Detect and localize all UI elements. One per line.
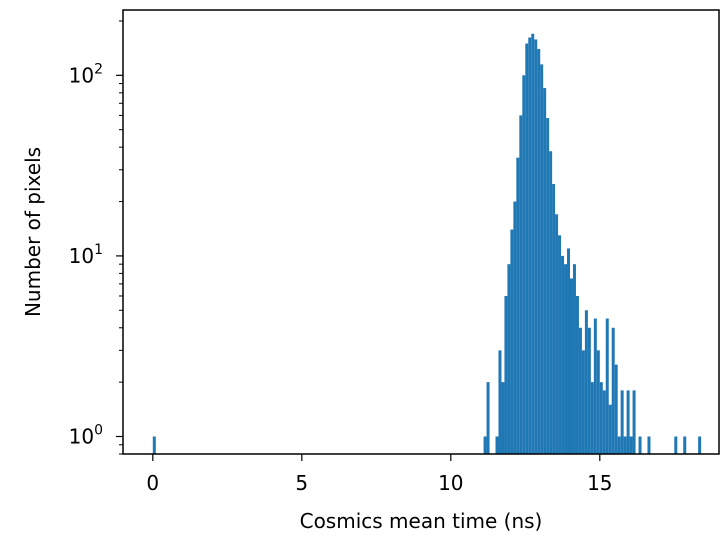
y-tick-label: 102 xyxy=(69,61,103,87)
y-axis-ticks: 100 101 102 xyxy=(69,20,123,455)
histogram-bar xyxy=(623,436,627,454)
x-tick-label: 10 xyxy=(438,471,463,495)
histogram-bar xyxy=(504,295,508,454)
histogram-bar xyxy=(555,214,559,454)
histogram-bar xyxy=(572,264,576,454)
histogram-bar xyxy=(698,436,702,454)
histogram-bar xyxy=(593,318,597,454)
histogram-bar xyxy=(516,157,520,454)
histogram-bar xyxy=(683,436,687,454)
histogram-bar xyxy=(525,43,529,455)
histogram-bar xyxy=(629,436,633,454)
y-tick-label: 100 xyxy=(69,422,103,448)
y-axis-label: Number of pixels xyxy=(21,147,45,317)
histogram-bar xyxy=(647,436,651,454)
histogram-bar xyxy=(552,184,556,455)
histogram-bar xyxy=(590,382,594,454)
histogram-bar xyxy=(578,327,582,454)
histogram-bar xyxy=(558,235,562,454)
histogram-bar xyxy=(599,382,603,454)
histogram-bar xyxy=(614,364,618,454)
histogram-bar xyxy=(611,327,615,454)
histogram-bar xyxy=(510,229,514,454)
histogram-bar xyxy=(584,310,588,454)
histogram-bar xyxy=(152,436,156,454)
x-axis-label: Cosmics mean time (ns) xyxy=(300,509,543,533)
histogram-bar xyxy=(513,201,517,454)
histogram-bar xyxy=(632,390,636,454)
histogram-bar xyxy=(543,88,547,454)
y-tick-label: 101 xyxy=(69,242,103,268)
histogram-bar xyxy=(483,436,487,454)
histogram-bar xyxy=(605,318,609,454)
histogram-bar xyxy=(540,64,544,455)
histogram-bar xyxy=(522,75,526,454)
histogram-bar xyxy=(537,48,541,455)
x-tick-label: 0 xyxy=(146,471,159,495)
histogram-bar xyxy=(620,390,624,454)
histogram-bar xyxy=(567,248,570,454)
histogram-bar xyxy=(519,115,523,454)
histogram-bar xyxy=(501,382,505,454)
x-tick-label: 5 xyxy=(295,471,308,495)
histogram-bar xyxy=(507,264,511,454)
histogram-bar xyxy=(596,350,600,454)
histogram-bar xyxy=(608,404,612,454)
plot-frame xyxy=(122,9,720,455)
histogram-bar xyxy=(534,39,538,454)
histogram-bar xyxy=(546,118,550,455)
histogram-bar xyxy=(602,390,606,454)
histogram-bar xyxy=(638,436,642,454)
histogram-bar xyxy=(626,390,630,454)
histogram-bar xyxy=(528,37,532,455)
histogram-bar xyxy=(498,350,502,454)
histogram-bar xyxy=(564,264,568,454)
x-tick-label: 15 xyxy=(587,471,612,495)
histogram-bar xyxy=(486,382,490,454)
histogram-bar xyxy=(587,327,591,454)
x-axis-ticks: 0 5 10 15 xyxy=(146,454,613,495)
bars-layer xyxy=(152,33,702,455)
histogram-bar xyxy=(581,350,585,454)
histogram-bar xyxy=(549,151,553,454)
histogram-bar xyxy=(561,255,565,454)
histogram-bar xyxy=(617,436,621,454)
histogram-bar xyxy=(674,436,678,454)
histogram-bar xyxy=(575,295,579,454)
histogram-bar xyxy=(495,436,499,454)
histogram-bar xyxy=(531,33,535,455)
histogram-bar xyxy=(570,278,573,454)
